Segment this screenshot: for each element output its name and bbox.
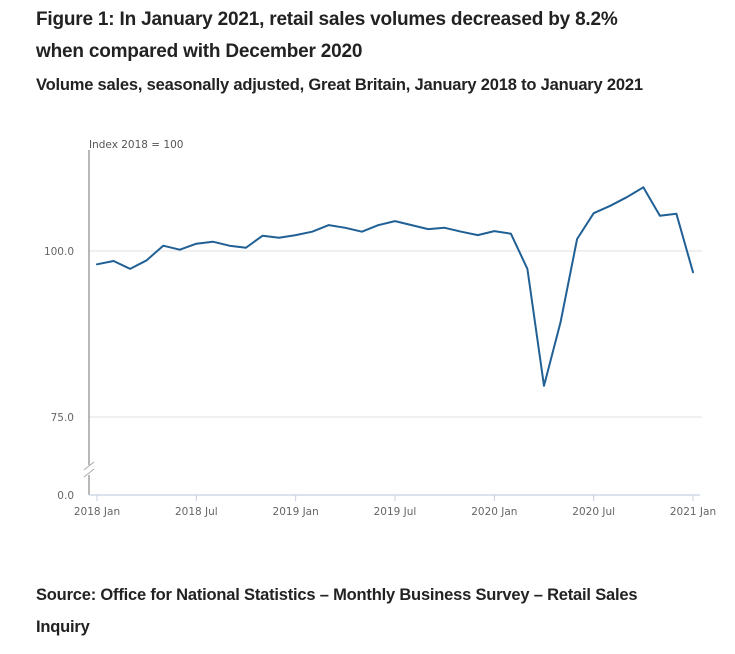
figure-subtitle: Volume sales, seasonally adjusted, Great… — [36, 76, 643, 94]
source-note: Source: Office for National Statistics –… — [36, 586, 638, 636]
axes — [83, 150, 700, 496]
x-tick-label: 2018 Jul — [175, 506, 218, 518]
x-tick-label: 2020 Jan — [471, 506, 517, 518]
x-tick-label: 2018 Jan — [74, 506, 120, 518]
x-tick-label: 2019 Jul — [374, 506, 417, 518]
y-tick-label: 100.0 — [44, 246, 74, 258]
series-line — [96, 186, 694, 387]
axis-break-mark — [83, 461, 95, 471]
y-tick-label: 0.0 — [57, 490, 74, 502]
figure-title: Figure 1: In January 2021, retail sales … — [36, 9, 618, 62]
gridlines — [89, 250, 702, 418]
x-tick-label: 2020 Jul — [572, 506, 615, 518]
y-axis-ticks: 0.0 75.0 100.0 — [44, 246, 74, 502]
x-axis-ticks: 2018 Jan 2018 Jul 2019 Jan 2019 Jul 2020 Jan… — [74, 495, 716, 518]
x-tick-label: 2021 Jan — [670, 506, 716, 518]
x-tick-label: 2019 Jan — [273, 506, 319, 518]
y-axis-unit-label: Index 2018 = 100 — [89, 139, 183, 151]
series-layer — [96, 186, 694, 387]
axis-break-mark — [83, 468, 95, 478]
y-tick-label: 75.0 — [51, 412, 74, 424]
